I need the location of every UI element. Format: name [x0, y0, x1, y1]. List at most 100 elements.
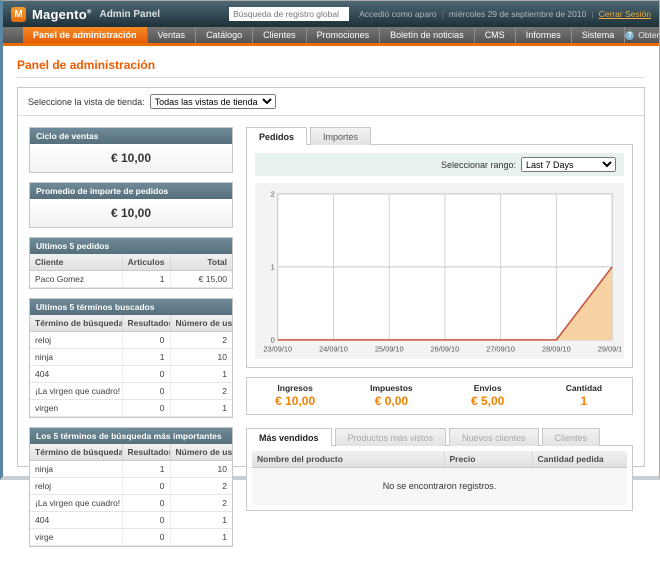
chart-tabs: PedidosImportes [246, 127, 633, 144]
nav-item-sistema[interactable]: Sistema [572, 27, 626, 43]
stat-value: € 5,00 [440, 394, 536, 408]
nav-item-panel-de-administraci-n[interactable]: Panel de administración [23, 27, 148, 43]
widget-title: Ultimos 5 pedidos [30, 238, 232, 254]
table-cell: 1 [170, 400, 232, 417]
table-header-row: Término de búsquedaResultadosNúmero de u… [30, 315, 232, 332]
last-orders-table: ClienteArticulosTotalPaco Gomez1€ 15,00 [30, 254, 232, 288]
table-col-header: Resultados [122, 315, 170, 332]
table-col-header: Término de búsqueda [30, 444, 122, 461]
tab-clientes: Clientes [542, 428, 601, 446]
table-cell: 2 [170, 383, 232, 400]
products-col-header: Precio [444, 451, 532, 468]
widget-title: Promedio de importe de pedidos [30, 183, 232, 199]
nav-item-informes[interactable]: Informes [516, 27, 572, 43]
table-row: ninja110 [30, 461, 232, 478]
dashboard-left-column: Ciclo de ventas € 10,00 Promedio de impo… [29, 127, 233, 556]
table-cell: 0 [122, 366, 170, 383]
table-col-header: Articulos [122, 254, 170, 271]
svg-text:1: 1 [271, 262, 275, 271]
svg-text:25/09/10: 25/09/10 [375, 345, 404, 354]
table-cell: 2 [170, 332, 232, 349]
range-bar: Seleccionar rango: Last 7 Days [255, 153, 624, 176]
table-cell: ¡La virgen que cuadro! [30, 383, 122, 400]
table-cell: virge [30, 529, 122, 546]
table-cell: Paco Gomez [30, 271, 122, 288]
main-nav: Panel de administraciónVentasCatálogoCli… [3, 27, 659, 43]
average-orders-value: € 10,00 [30, 199, 232, 227]
title-divider [17, 77, 645, 78]
global-search-input[interactable] [229, 7, 349, 21]
table-row: 40401 [30, 366, 232, 383]
table-cell: 1 [170, 366, 232, 383]
stat-ingresos: Ingresos€ 10,00 [247, 383, 343, 408]
table-cell: 2 [170, 495, 232, 512]
svg-text:0: 0 [271, 335, 275, 344]
table-col-header: Total [170, 254, 232, 271]
separator: | [442, 9, 444, 19]
table-col-header: Término de búsqueda [30, 315, 122, 332]
tab-m-s-vendidos[interactable]: Más vendidos [246, 428, 332, 446]
nav-item-ventas[interactable]: Ventas [148, 27, 197, 43]
store-view-select[interactable]: Todas las vistas de tienda [150, 94, 276, 109]
svg-text:23/09/10: 23/09/10 [263, 345, 292, 354]
stat-label: Cantidad [536, 383, 632, 393]
nav-item-cat-logo[interactable]: Catálogo [196, 27, 253, 43]
nav-item-promociones[interactable]: Promociones [307, 27, 381, 43]
table-cell: 1 [170, 529, 232, 546]
tab-productos-m-s-vistos: Productos más vistos [335, 428, 447, 446]
product-tabs: Más vendidosProductos más vistosNuevos c… [246, 428, 633, 445]
help-label: Obtener ayuda para esta página [638, 30, 660, 40]
table-row: Paco Gomez1€ 15,00 [30, 271, 232, 288]
nav-item-clientes[interactable]: Clientes [253, 27, 307, 43]
dashboard-body: Ciclo de ventas € 10,00 Promedio de impo… [18, 116, 644, 567]
empty-message: No se encontraron registros. [252, 467, 627, 505]
table-cell: 0 [122, 383, 170, 400]
table-cell: 10 [170, 349, 232, 366]
nav-item-bolet-n-de-noticias[interactable]: Boletín de noticias [380, 27, 475, 43]
svg-text:26/09/10: 26/09/10 [431, 345, 460, 354]
table-cell: 10 [170, 461, 232, 478]
tab-importes[interactable]: Importes [310, 127, 371, 145]
tab-nuevos-clientes: Nuevos clientes [449, 428, 539, 446]
table-cell: virgen [30, 400, 122, 417]
nav-items: Panel de administraciónVentasCatálogoCli… [23, 27, 625, 43]
tab-pedidos[interactable]: Pedidos [246, 127, 307, 145]
stat-value: € 0,00 [343, 394, 439, 408]
range-select[interactable]: Last 7 Days [521, 157, 616, 172]
products-col-header: Nombre del producto [252, 451, 444, 468]
table-cell: € 15,00 [170, 271, 232, 288]
last-orders-widget: Ultimos 5 pedidos ClienteArticulosTotalP… [29, 237, 233, 289]
help-link[interactable]: ? Obtener ayuda para esta página [625, 27, 660, 43]
stat-impuestos: Impuestos€ 0,00 [343, 383, 439, 408]
svg-text:27/09/10: 27/09/10 [486, 345, 515, 354]
table-cell: reloj [30, 332, 122, 349]
magento-logo: M Magento® Admin Panel [11, 7, 160, 22]
widget-title: Ultimos 5 términos buscados [30, 299, 232, 315]
table-cell: 0 [122, 478, 170, 495]
bottom-section: Más vendidosProductos más vistosNuevos c… [246, 428, 633, 511]
table-cell: 0 [122, 495, 170, 512]
stat-value: 1 [536, 394, 632, 408]
logout-link[interactable]: Cerrar Sesión [599, 9, 651, 19]
store-view-row: Seleccione la vista de tienda: Todas las… [18, 88, 644, 116]
lifetime-sales-widget: Ciclo de ventas € 10,00 [29, 127, 233, 173]
empty-row: No se encontraron registros. [252, 467, 627, 505]
table-cell: 1 [122, 461, 170, 478]
table-cell: 2 [170, 478, 232, 495]
table-row: reloj02 [30, 478, 232, 495]
table-cell: 0 [122, 332, 170, 349]
orders-chart: 01223/09/1024/09/1025/09/1026/09/1027/09… [255, 183, 624, 359]
nav-item-cms[interactable]: CMS [475, 27, 516, 43]
table-cell: ninja [30, 461, 122, 478]
lifetime-sales-value: € 10,00 [30, 144, 232, 172]
dashboard-container: Seleccione la vista de tienda: Todas las… [17, 87, 645, 467]
average-orders-widget: Promedio de importe de pedidos € 10,00 [29, 182, 233, 228]
logo-text: Magento® [32, 7, 91, 22]
stat-label: Impuestos [343, 383, 439, 393]
table-col-header: Cliente [30, 254, 122, 271]
help-icon: ? [625, 31, 634, 40]
store-view-label: Seleccione la vista de tienda: [28, 97, 145, 107]
svg-text:24/09/10: 24/09/10 [319, 345, 348, 354]
top-search-terms-table: Término de búsquedaResultadosNúmero de u… [30, 444, 232, 546]
products-table: Nombre del productoPrecioCantidad pedida… [252, 451, 627, 505]
